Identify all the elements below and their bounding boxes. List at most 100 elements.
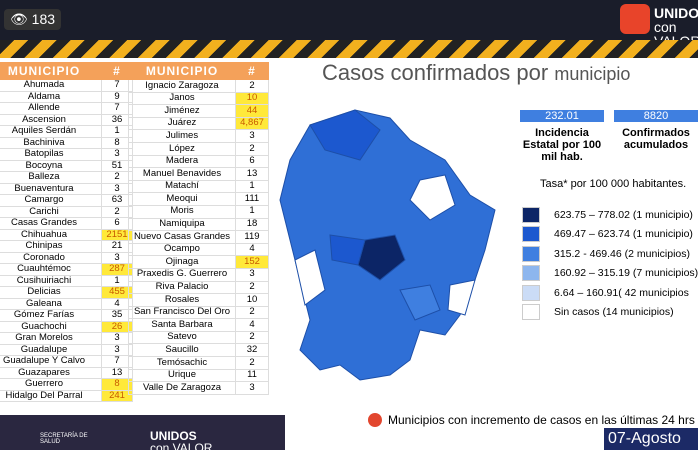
legend-swatch: [522, 304, 540, 321]
row: Guerrero 8: [0, 378, 133, 391]
header-cell: #: [101, 62, 133, 80]
row: Janos 10: [128, 91, 269, 106]
row: Manuel Benavides 13: [128, 167, 269, 181]
municipio: Ignacio Zaragoza: [128, 79, 236, 93]
cases: 44: [235, 104, 269, 118]
municipio: Ascension: [0, 113, 102, 126]
row: Namiquipa 18: [128, 217, 269, 232]
header-cell: MUNICIPIO: [0, 62, 102, 80]
cases: 2: [235, 79, 269, 93]
slide-title: Casos confirmados por municipio: [322, 60, 630, 86]
municipio: Praxedis G. Guerrero: [128, 267, 236, 282]
row: San Francisco Del Oro 2: [128, 305, 269, 320]
municipio: Guazapares: [0, 366, 102, 379]
row: Jiménez 44: [128, 104, 269, 118]
row: Guadalupe Y Calvo 7: [0, 355, 133, 368]
cases: 4,867: [235, 116, 269, 131]
logo-line: UNIDOS: [150, 429, 197, 443]
region: [329, 234, 366, 266]
row: Matachí 1: [128, 179, 269, 194]
table: MUNICIPIO # Ahumada 7 Aldama 9 Allende 7 Ascensi…: [0, 62, 133, 402]
row: Bocoyna 51: [0, 159, 133, 172]
legend-item: 160.92 – 315.19 (7 municipios): [522, 264, 698, 284]
municipio: Coronado: [0, 251, 102, 264]
region: [399, 284, 441, 321]
top-bar: [0, 0, 698, 40]
legend-label: 623.75 – 778.02 (1 municipio): [554, 208, 693, 221]
row: Ojinaga 152: [128, 255, 269, 269]
row: Ascension 36: [0, 113, 133, 126]
legend-swatch: [522, 226, 540, 243]
region: [409, 174, 456, 221]
legend-item: Sin casos (14 municipios): [522, 303, 698, 323]
cases: 10: [235, 91, 269, 106]
legend-item: 623.75 – 778.02 (1 municipio): [522, 205, 698, 225]
municipio: Santa Barbara: [128, 318, 236, 332]
municipio: López: [128, 141, 236, 156]
cases: 3: [101, 182, 133, 195]
row: Madera 6: [128, 154, 269, 169]
stat-value: 8820: [614, 110, 698, 122]
cases: 3: [235, 129, 269, 143]
legend-label: 6.64 – 160.91( 42 municipios: [554, 286, 689, 299]
cases: 10: [235, 293, 269, 307]
municipio: Matachí: [128, 179, 236, 194]
cases: 2: [235, 330, 269, 345]
ministry: SECRETARÍA DE SALUD: [40, 433, 88, 445]
legend-swatch: [522, 245, 540, 262]
cases: 119: [235, 230, 269, 244]
legend-item: 315.2 - 469.46 (2 municipios): [522, 244, 698, 264]
row: Ahumada 7: [0, 79, 133, 92]
row: Saucillo 32: [128, 343, 269, 358]
municipio: Allende: [0, 102, 102, 115]
municipio: Batopilas: [0, 148, 102, 161]
row: Galeana 4: [0, 297, 133, 310]
stat-label: Incidencia Estatal por 100 mil hab.: [522, 127, 602, 163]
municipio: Chinipas: [0, 240, 102, 253]
row: Cuauhtémoc 287: [0, 263, 133, 276]
municipio: Manuel Benavides: [128, 167, 236, 181]
municipio: Chihuahua: [0, 228, 102, 241]
header-row: MUNICIPIO #: [0, 62, 133, 80]
municipio: Casas Grandes: [0, 217, 102, 230]
cases: 11: [235, 368, 269, 383]
row: Guadalupe 3: [0, 343, 133, 356]
row: Carichi 2: [0, 205, 133, 218]
map: [279, 109, 496, 381]
cases: 2: [235, 305, 269, 320]
stat-value: 232.01: [520, 110, 604, 122]
municipio: Temósachic: [128, 356, 236, 370]
legend-swatch: [522, 206, 540, 223]
row: Hidalgo Del Parral 241: [0, 389, 133, 402]
row: Gómez Farías 35: [0, 309, 133, 322]
row: Riva Palacio 2: [128, 280, 269, 295]
legend: 623.75 – 778.02 (1 municipio) 469.47 – 62…: [522, 205, 698, 322]
row: Batopilas 3: [0, 148, 133, 161]
cases: 152: [235, 255, 269, 269]
cases: 18: [235, 217, 269, 232]
municipio: Buenaventura: [0, 182, 102, 195]
row: Urique 11: [128, 368, 269, 383]
municipio: Gómez Farías: [0, 309, 102, 322]
row: Casas Grandes 6: [0, 217, 133, 230]
row: Satevo 2: [128, 330, 269, 345]
row: Valle De Zaragoza 3: [128, 381, 269, 395]
municipio: Cuauhtémoc: [0, 263, 102, 276]
municipio: Urique: [128, 368, 236, 383]
legend-item: 6.64 – 160.91( 42 municipios: [522, 283, 698, 303]
region: [447, 279, 476, 316]
municipio: Saucillo: [128, 343, 236, 358]
legend-label: Sin casos (14 municipios): [554, 306, 674, 319]
cases: 1: [235, 204, 269, 219]
title: Casos confirmados por: [322, 60, 549, 85]
cases: 2: [101, 205, 133, 218]
row: Moris 1: [128, 204, 269, 219]
legend-label: 160.92 – 315.19 (7 municipios): [554, 267, 698, 280]
row: Juárez 4,867: [128, 116, 269, 131]
cases: 3: [235, 381, 269, 395]
row: Cusihuiriachi 1: [0, 274, 133, 287]
municipio: Aquiles Serdán: [0, 125, 102, 138]
region: [309, 109, 381, 161]
row: Aldama 9: [0, 90, 133, 103]
